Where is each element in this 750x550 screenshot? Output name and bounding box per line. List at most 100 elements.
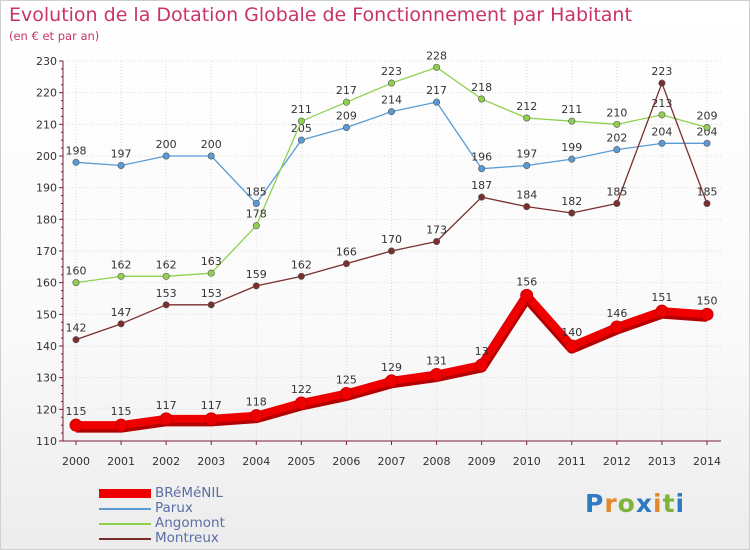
x-tick-label: 2006: [332, 455, 360, 468]
data-point: [433, 238, 441, 246]
data-label: 204: [651, 125, 672, 138]
data-point: [207, 301, 215, 309]
data-point: [252, 200, 260, 208]
y-tick-label: 230: [36, 55, 57, 68]
data-point: [252, 222, 260, 230]
data-label: 150: [697, 294, 718, 307]
data-label: 211: [291, 103, 312, 116]
data-label: 146: [606, 307, 627, 320]
legend-label: Parux: [155, 500, 193, 516]
data-label: 209: [697, 110, 718, 123]
data-label: 115: [111, 405, 132, 418]
data-label: 162: [111, 258, 132, 271]
data-point: [297, 117, 305, 125]
x-tick-label: 2007: [378, 455, 406, 468]
data-label: 196: [471, 151, 492, 164]
legend-swatch: [99, 538, 151, 540]
data-point: [430, 368, 444, 381]
legend-swatch: [99, 523, 151, 525]
data-point: [207, 152, 215, 160]
data-point: [478, 165, 486, 173]
data-label: 115: [66, 405, 87, 418]
y-tick-label: 150: [36, 308, 57, 321]
series-angomont: 160 162 162 163 178 211 217 223 228 218 212 211 210 2…: [66, 49, 718, 287]
data-label: 142: [66, 322, 87, 335]
data-label: 151: [651, 291, 672, 304]
data-label: 160: [66, 265, 87, 278]
data-point: [613, 146, 621, 154]
data-label: 178: [246, 208, 267, 221]
legend-label: BRéMéNIL: [155, 485, 223, 501]
x-tick-label: 2010: [513, 455, 541, 468]
data-label: 156: [516, 275, 537, 288]
y-tick-label: 210: [36, 118, 57, 131]
data-label: 118: [246, 396, 267, 409]
data-label: 213: [651, 97, 672, 110]
data-label: 210: [606, 106, 627, 119]
data-point: [523, 114, 531, 122]
data-label: 182: [561, 195, 582, 208]
y-tick-label: 220: [36, 87, 57, 100]
y-tick-label: 170: [36, 245, 57, 258]
data-point: [433, 63, 441, 71]
data-point: [523, 203, 531, 211]
x-tick-label: 2013: [648, 455, 676, 468]
data-label: 217: [336, 84, 357, 97]
data-point: [478, 95, 486, 103]
data-label: 153: [156, 287, 177, 300]
data-label: 197: [111, 148, 132, 161]
data-point: [387, 108, 395, 116]
data-label: 162: [156, 258, 177, 271]
data-point: [117, 320, 125, 328]
data-point: [613, 120, 621, 128]
x-tick-label: 2012: [603, 455, 631, 468]
data-label: 200: [156, 138, 177, 151]
data-point: [69, 418, 83, 432]
data-point: [610, 320, 624, 334]
data-point: [478, 193, 486, 201]
data-label: 223: [651, 65, 672, 78]
data-point: [658, 79, 666, 87]
data-point: [72, 279, 80, 287]
data-point: [568, 117, 576, 125]
y-tick-label: 120: [36, 403, 57, 416]
data-label: 131: [426, 355, 447, 368]
data-point: [523, 162, 531, 170]
series-montreux: 142 147 153 153 159 162 166 170 173 187 184 182 185 2…: [66, 65, 718, 344]
data-point: [297, 272, 305, 280]
data-label: 153: [201, 287, 222, 300]
data-label: 202: [606, 132, 627, 145]
data-label: 217: [426, 84, 447, 97]
data-point: [613, 200, 621, 208]
y-tick-label: 110: [36, 435, 57, 448]
data-point: [387, 79, 395, 87]
data-point: [568, 209, 576, 217]
data-point: [294, 396, 308, 410]
x-tick-label: 2014: [693, 455, 721, 468]
data-point: [117, 162, 125, 170]
y-tick-label: 130: [36, 372, 57, 385]
data-point: [655, 304, 669, 318]
data-point: [162, 272, 170, 280]
data-point: [162, 301, 170, 309]
data-label: 117: [201, 399, 222, 412]
data-label: 223: [381, 65, 402, 78]
data-point: [72, 336, 80, 344]
legend-swatch: [99, 489, 151, 498]
chart-title: Evolution de la Dotation Globale de Fonc…: [9, 4, 632, 26]
data-point: [117, 272, 125, 280]
data-point: [162, 152, 170, 160]
data-label: 13: [475, 345, 489, 358]
data-point: [72, 158, 80, 166]
data-point: [297, 136, 305, 144]
data-label: 184: [516, 189, 537, 202]
y-tick-label: 190: [36, 182, 57, 195]
data-point: [703, 124, 711, 132]
x-tick-label: 2003: [197, 455, 225, 468]
data-label: 214: [381, 94, 402, 107]
data-point: [114, 418, 128, 432]
data-point: [565, 339, 579, 353]
data-point: [252, 282, 260, 290]
